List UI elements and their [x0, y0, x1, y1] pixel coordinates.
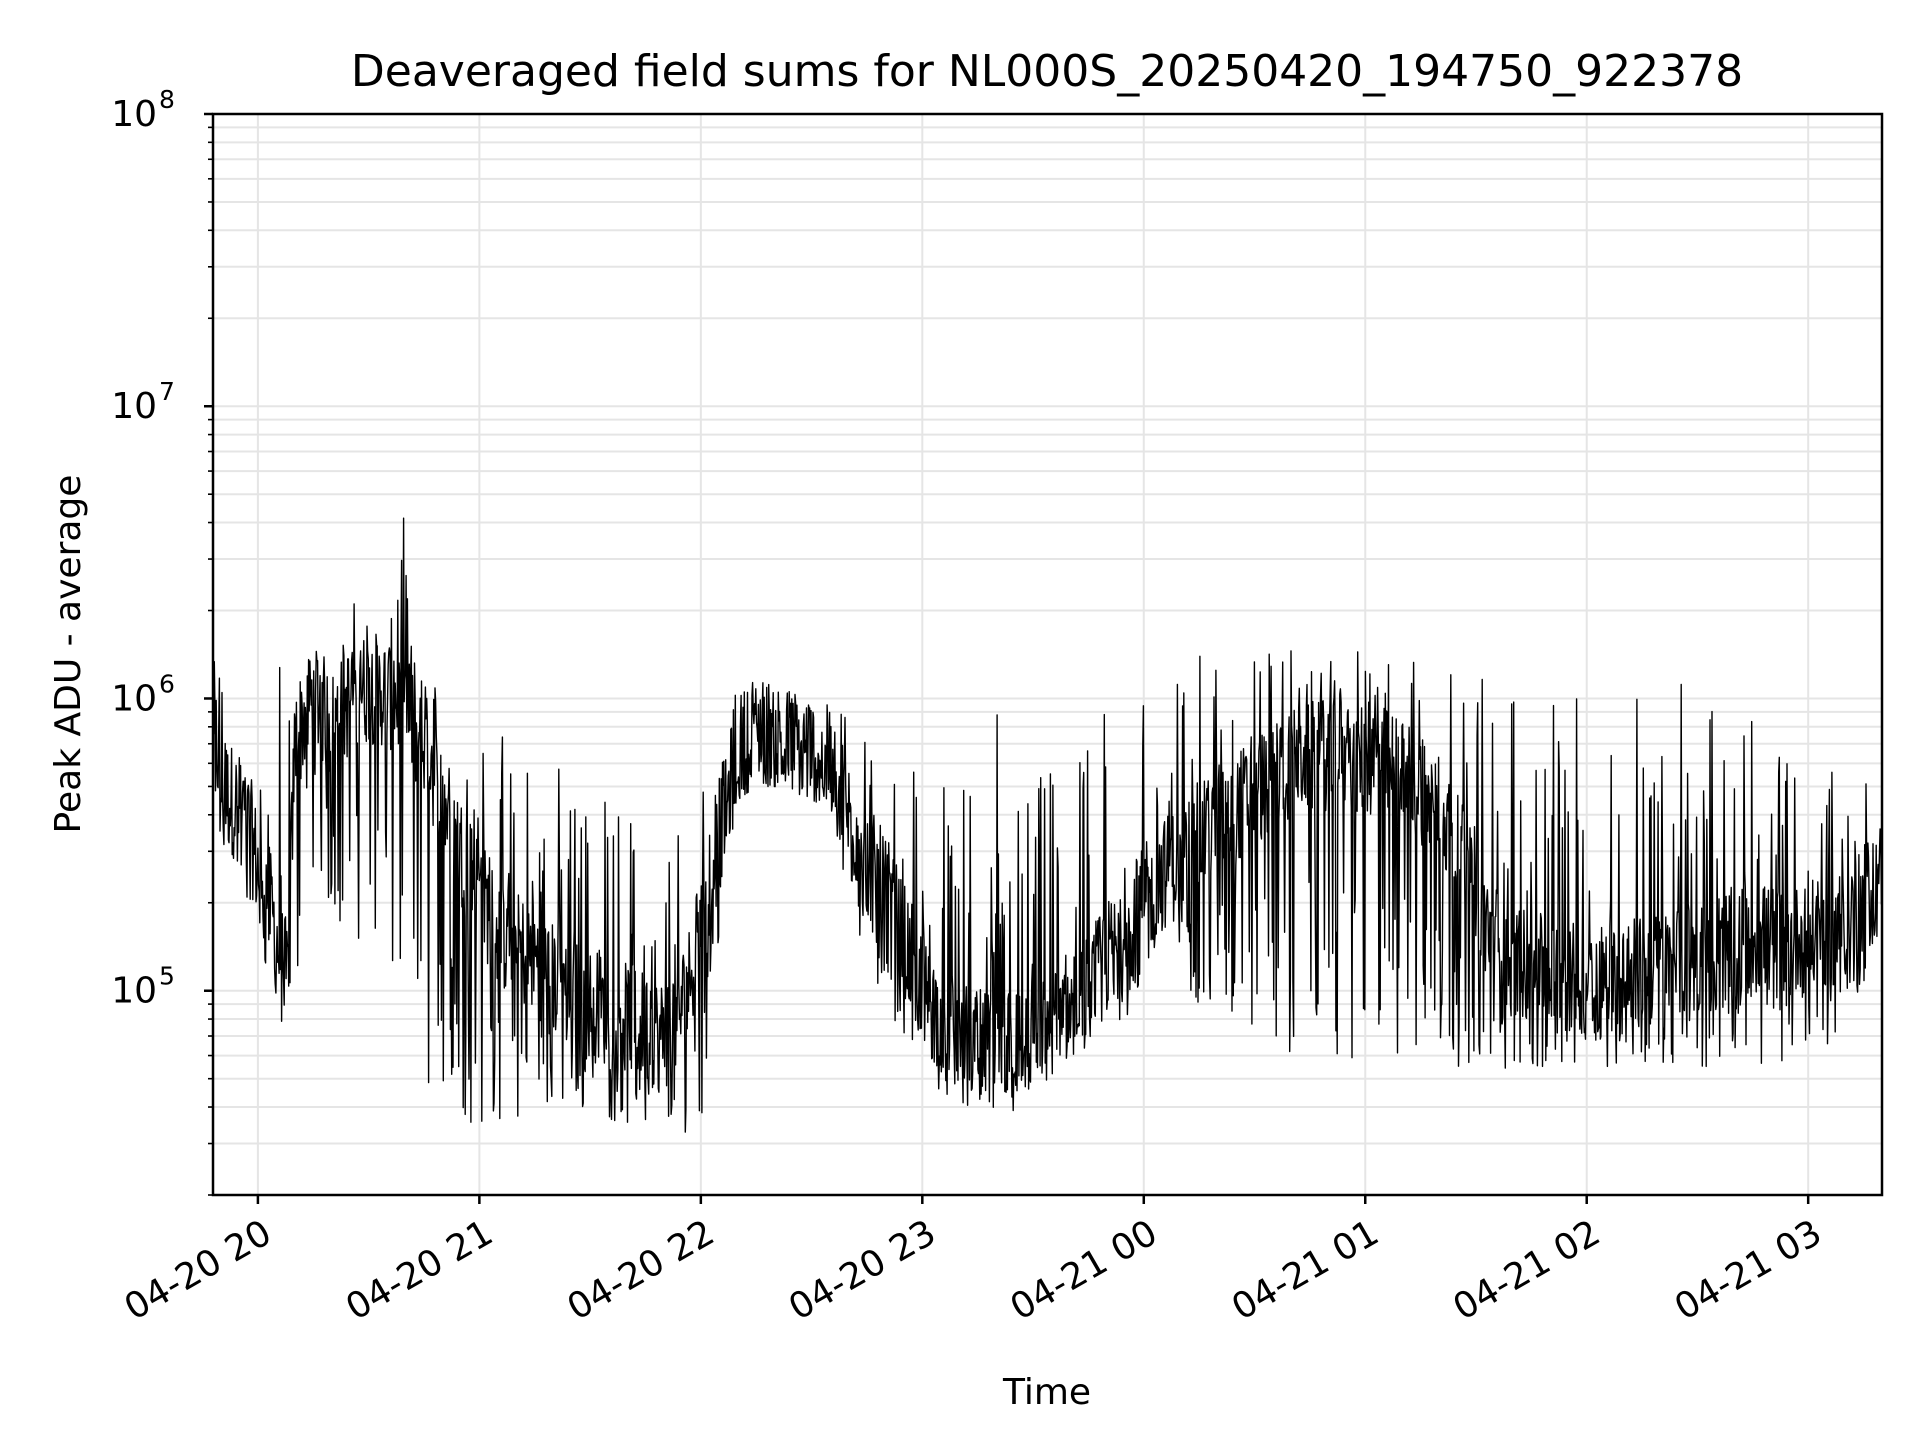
series-line — [212, 517, 1883, 1133]
y-tick-exponent: 6 — [159, 669, 175, 698]
y-tick-exponent: 7 — [159, 377, 175, 406]
y-tick-base: 10 — [111, 971, 157, 1012]
ticks — [204, 112, 1810, 1204]
y-tick-label: 10 — [111, 386, 157, 427]
y-tick-label: 10 — [111, 678, 157, 719]
x-tick-label: 04-21 02 — [1447, 1212, 1608, 1328]
x-tick-label: 04-20 22 — [561, 1212, 722, 1328]
y-tick-label: 10 — [111, 971, 157, 1012]
x-tick-label: 04-21 03 — [1668, 1212, 1829, 1328]
y-tick-base: 10 — [111, 678, 157, 719]
y-tick-exponent: 5 — [159, 962, 175, 991]
y-tick-label: 10 — [111, 94, 157, 135]
x-tick-labels: 04-20 20 04-20 21 04-20 22 04-20 23 04-21 00… — [118, 1212, 1829, 1328]
grid — [213, 113, 1882, 1196]
y-tick-exponent: 8 — [159, 85, 175, 114]
y-axis-label: Peak ADU - average — [48, 475, 89, 834]
x-axis-label: Time — [1002, 1372, 1091, 1413]
x-tick-label: 04-20 23 — [782, 1212, 943, 1328]
x-tick-label: 04-21 01 — [1225, 1212, 1386, 1328]
plot-frame — [211, 112, 1884, 1197]
x-tick-label: 04-21 00 — [1004, 1212, 1165, 1328]
y-tick-base: 10 — [111, 94, 157, 135]
x-tick-label: 04-20 20 — [118, 1212, 279, 1328]
y-tick-base: 10 — [111, 386, 157, 427]
chart-title: Deaveraged field sums for NL000S_2025042… — [351, 46, 1743, 97]
x-tick-label: 04-20 21 — [339, 1212, 500, 1328]
series-layer — [212, 517, 1883, 1133]
